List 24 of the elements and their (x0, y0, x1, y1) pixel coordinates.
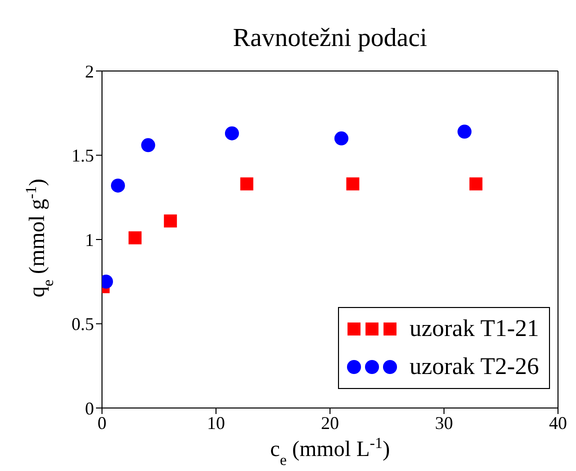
y-tick-label: 1.5 (72, 146, 94, 166)
point (128, 231, 142, 244)
point (458, 124, 472, 139)
point (334, 131, 348, 146)
y-tick-label: 0 (85, 398, 94, 418)
legend-label: uzorak T1-21 (409, 316, 539, 342)
y-tick-label: 0.5 (72, 314, 94, 334)
point (110, 178, 125, 193)
x-tick-label: 40 (549, 412, 567, 433)
point (224, 126, 239, 140)
point (141, 138, 156, 152)
chart-title: Ravnotežni podaci (232, 23, 428, 52)
x-tick-label: 0 (98, 412, 106, 433)
x-tick-label: 20 (321, 412, 339, 433)
x-axis-title: c$_{e}$ (mmol L$^{-1}$) (270, 434, 390, 468)
x-tick-label: 30 (435, 412, 453, 433)
legend-label: uzorak T2-26 (409, 354, 539, 380)
x-tick-label: 10 (207, 412, 225, 433)
point (164, 214, 177, 228)
point (346, 177, 360, 190)
y-tick-label: 1 (85, 230, 94, 250)
point (469, 177, 482, 190)
y-tick-label: 2 (85, 61, 94, 82)
point (240, 177, 254, 190)
